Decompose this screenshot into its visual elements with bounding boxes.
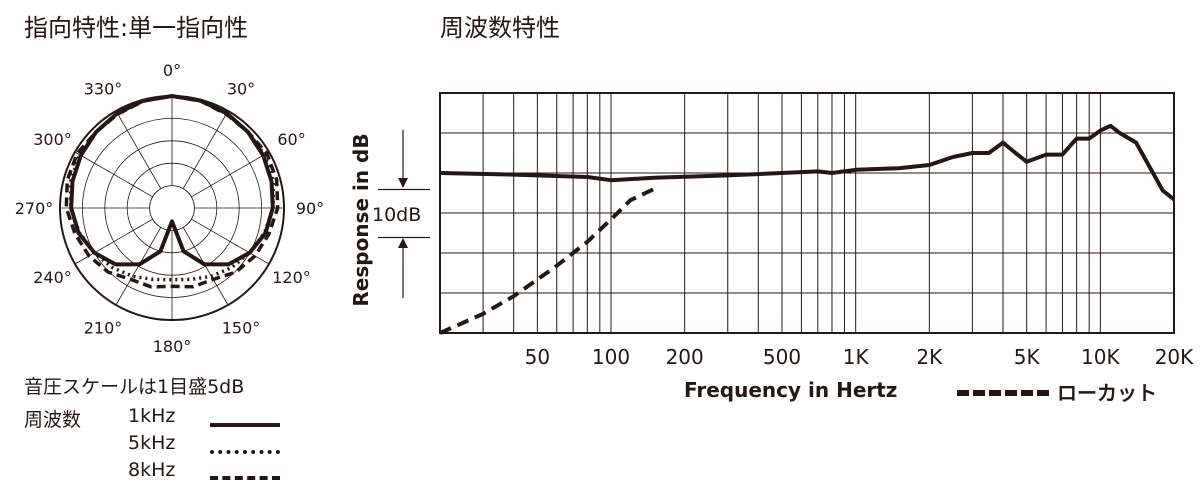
polar-spoke	[115, 110, 162, 189]
x-tick-label: 1K	[843, 345, 870, 369]
x-tick-label: 500	[763, 345, 801, 369]
polar-angle-label: 240°	[33, 268, 72, 287]
response-curve	[439, 123, 1176, 201]
polar-angle-label: 180°	[153, 337, 192, 356]
legend-label-5khz: 5kHz	[128, 432, 176, 454]
scale-arrow-upper-head	[398, 178, 408, 188]
polar-legend-title: 周波数	[24, 409, 82, 431]
x-tick-label: 100	[592, 345, 630, 369]
legend-line-5khz	[210, 450, 280, 454]
x-tick-label: 20K	[1155, 345, 1194, 369]
x-tick-label: 50	[525, 345, 550, 369]
x-tick-label: 5K	[1014, 345, 1041, 369]
legend-line-8khz	[210, 476, 280, 480]
x-tick-label: 200	[666, 345, 704, 369]
polar-angle-label: 120°	[272, 268, 311, 287]
polar-spoke	[74, 151, 153, 198]
polar-angle-label: 60°	[277, 130, 305, 149]
y-axis-title: Response in dB	[349, 133, 373, 306]
polar-angle-label: 330°	[84, 79, 123, 98]
scale-arrow-lower-head	[398, 238, 408, 248]
polar-series-5khz	[68, 94, 276, 282]
x-axis-title: Frequency in Hertz	[684, 378, 898, 402]
lowcut-legend-line	[957, 390, 1049, 396]
x-tick-label: 10K	[1081, 345, 1120, 369]
polar-pattern-chart: 0° 30° 60° 90° 120° 150° 180° 210° 240° 270° 300° 3…	[15, 61, 324, 356]
polar-angle-label: 0°	[163, 61, 181, 80]
polar-angle-label: 300°	[33, 130, 72, 149]
polar-angle-label: 150°	[222, 319, 261, 338]
x-tick-label: 2K	[916, 345, 943, 369]
legend-label-1khz: 1kHz	[128, 405, 176, 427]
polar-spoke	[191, 151, 270, 198]
polar-scale-note: 音圧スケールは1目盛5dB	[24, 376, 245, 398]
frequency-response-chart: 50 100 200 500 1K 2K 5K 10K 20K 10dB Response in…	[349, 92, 1194, 369]
scale-label: 10dB	[372, 204, 421, 226]
polar-angle-label: 30°	[227, 79, 255, 98]
polar-pattern-title: 指向特性:単一指向性	[24, 14, 249, 42]
polar-spoke	[182, 110, 229, 189]
lowcut-curve	[439, 187, 655, 335]
legend-label-8khz: 8kHz	[128, 459, 176, 481]
polar-angle-label: 210°	[84, 319, 123, 338]
polar-series-8khz	[64, 94, 280, 289]
polar-angle-label: 270°	[15, 199, 54, 218]
frequency-response-title: 周波数特性	[440, 14, 560, 42]
legend-line-1khz	[210, 423, 280, 427]
polar-angle-label: 90°	[296, 199, 324, 218]
lowcut-legend-label: ローカット	[1057, 381, 1157, 405]
